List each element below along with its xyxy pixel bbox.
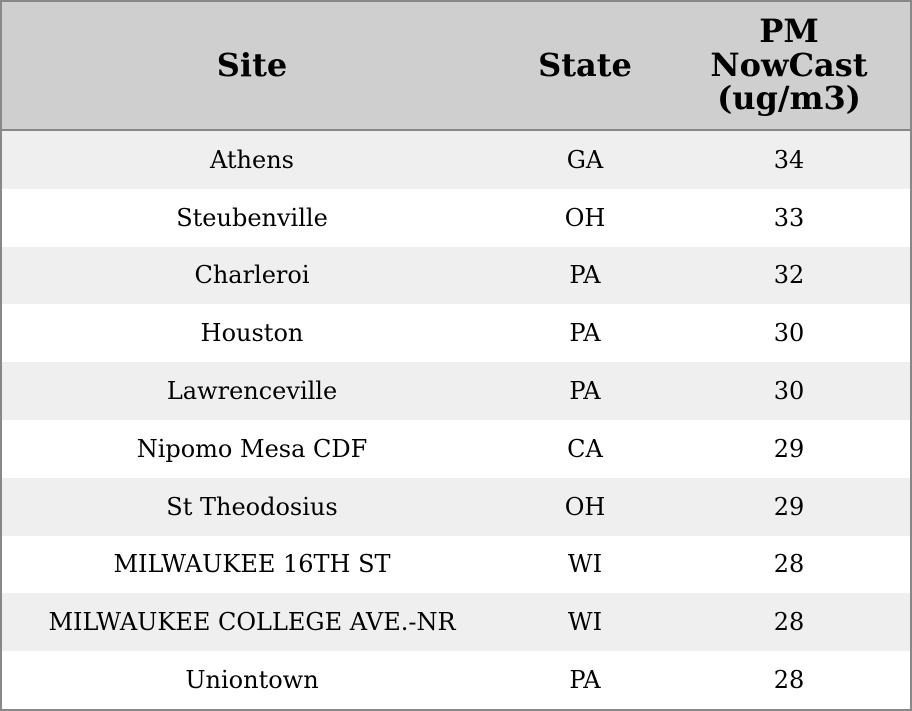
table-cell: 29 <box>668 419 910 478</box>
table-cell: 28 <box>668 651 910 709</box>
table-cell: 29 <box>668 477 910 536</box>
table-cell: 32 <box>668 246 910 305</box>
table-cell: Charleroi <box>2 246 502 305</box>
table-cell: Athens <box>2 130 502 189</box>
table-row: Athens GA 34 <box>2 130 910 189</box>
table-cell: PA <box>502 651 668 709</box>
header-row: Site State PM NowCast (ug/m3) <box>2 2 910 131</box>
table-cell: OH <box>502 477 668 536</box>
column-header: PM NowCast (ug/m3) <box>668 2 910 131</box>
table-cell: 34 <box>668 130 910 189</box>
table-header: Site State PM NowCast (ug/m3) <box>2 2 910 131</box>
table-cell: St Theodosius <box>2 477 502 536</box>
table-cell: 28 <box>668 593 910 652</box>
column-header: State <box>502 2 668 131</box>
table-row: Steubenville OH 33 <box>2 188 910 247</box>
table-cell: GA <box>502 130 668 189</box>
table-cell: WI <box>502 593 668 652</box>
table-row: St Theodosius OH 29 <box>2 477 910 536</box>
table-row: MILWAUKEE COLLEGE AVE.-NR WI 28 <box>2 593 910 652</box>
column-header: Site <box>2 2 502 131</box>
table-row: Nipomo Mesa CDF CA 29 <box>2 419 910 478</box>
table-cell: MILWAUKEE COLLEGE AVE.-NR <box>2 593 502 652</box>
table-body: Athens GA 34 Steubenville OH 33 Charleroi PA 32 H… <box>2 130 910 709</box>
table-row: MILWAUKEE 16TH ST WI 28 <box>2 535 910 594</box>
table-cell: Houston <box>2 304 502 363</box>
table-cell: Lawrenceville <box>2 362 502 420</box>
table-row: Lawrenceville PA 30 <box>2 362 910 420</box>
table-cell: Nipomo Mesa CDF <box>2 419 502 478</box>
table-cell: Uniontown <box>2 651 502 709</box>
table-cell: MILWAUKEE 16TH ST <box>2 535 502 594</box>
table-row: Houston PA 30 <box>2 304 910 363</box>
table-cell: 33 <box>668 188 910 247</box>
table-cell: OH <box>502 188 668 247</box>
table-cell: 30 <box>668 362 910 420</box>
table-cell: Steubenville <box>2 188 502 247</box>
table-cell: PA <box>502 362 668 420</box>
table-cell: 30 <box>668 304 910 363</box>
table-cell: WI <box>502 535 668 594</box>
column-header-text: PM NowCast (ug/m3) <box>710 12 868 118</box>
table-cell: 28 <box>668 535 910 594</box>
column-header-text: Site <box>216 45 288 84</box>
table-cell: PA <box>502 304 668 363</box>
table-cell: CA <box>502 419 668 478</box>
table-cell: PA <box>502 246 668 305</box>
table-row: Uniontown PA 28 <box>2 651 910 709</box>
column-header-text: State <box>538 45 632 84</box>
table-row: Charleroi PA 32 <box>2 246 910 305</box>
